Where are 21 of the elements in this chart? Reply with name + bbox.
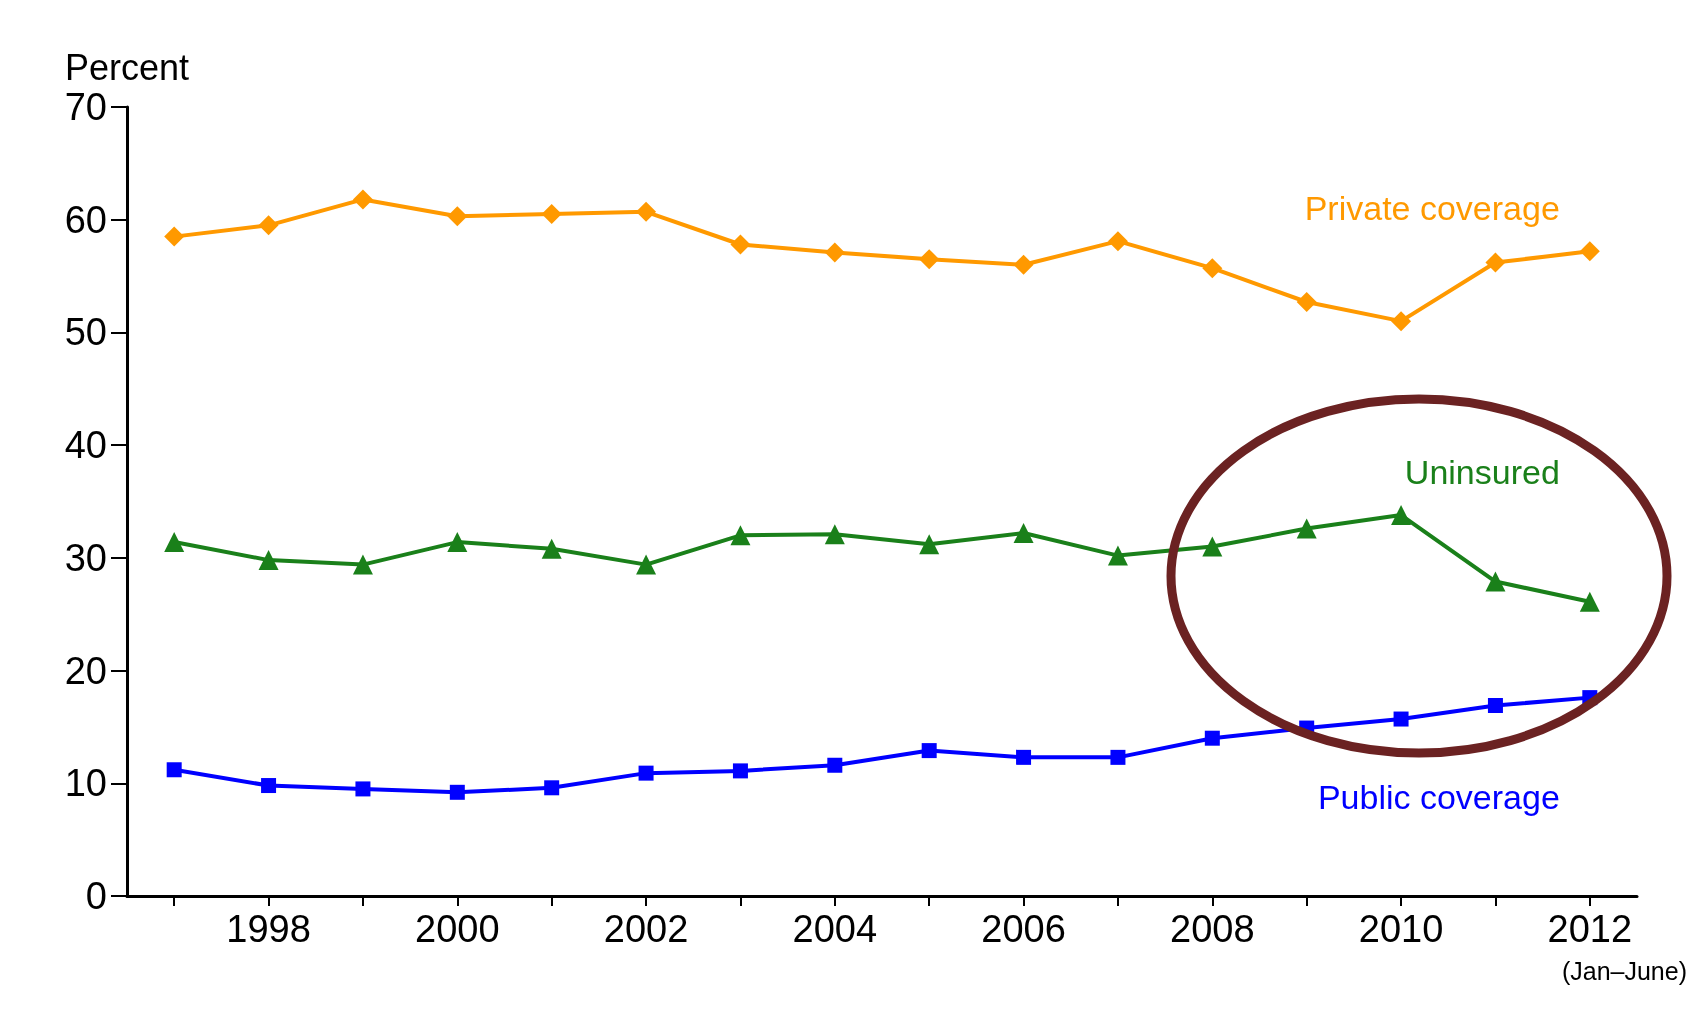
x-tick-label: 2004: [792, 908, 878, 950]
y-tick-label: 60: [64, 198, 107, 241]
y-tick-label: 70: [64, 86, 107, 128]
series-label: Public coverage: [1317, 778, 1560, 817]
x-tick-label: 2010: [1358, 908, 1444, 950]
x-tick-label: 1998: [226, 908, 311, 950]
x-tick-label: 2002: [603, 908, 689, 950]
y-tick-label: 10: [64, 762, 107, 805]
series-label: Uninsured: [1404, 453, 1560, 492]
x-tick-label: 2000: [415, 908, 500, 950]
series-label: Private coverage: [1304, 189, 1560, 228]
y-tick-label: 0: [85, 875, 107, 917]
y-tick-label: 30: [64, 536, 107, 579]
y-tick-label: 50: [64, 311, 107, 354]
x-tick-label: 2006: [981, 908, 1066, 950]
text: (Jan–June): [1561, 956, 1687, 985]
x-tick-label: 2008: [1170, 908, 1255, 950]
x-tick-label: 2012: [1547, 908, 1633, 950]
y-tick-label: 20: [64, 649, 107, 692]
y-axis-title: Percent: [64, 46, 190, 88]
y-tick-label: 40: [64, 424, 107, 467]
